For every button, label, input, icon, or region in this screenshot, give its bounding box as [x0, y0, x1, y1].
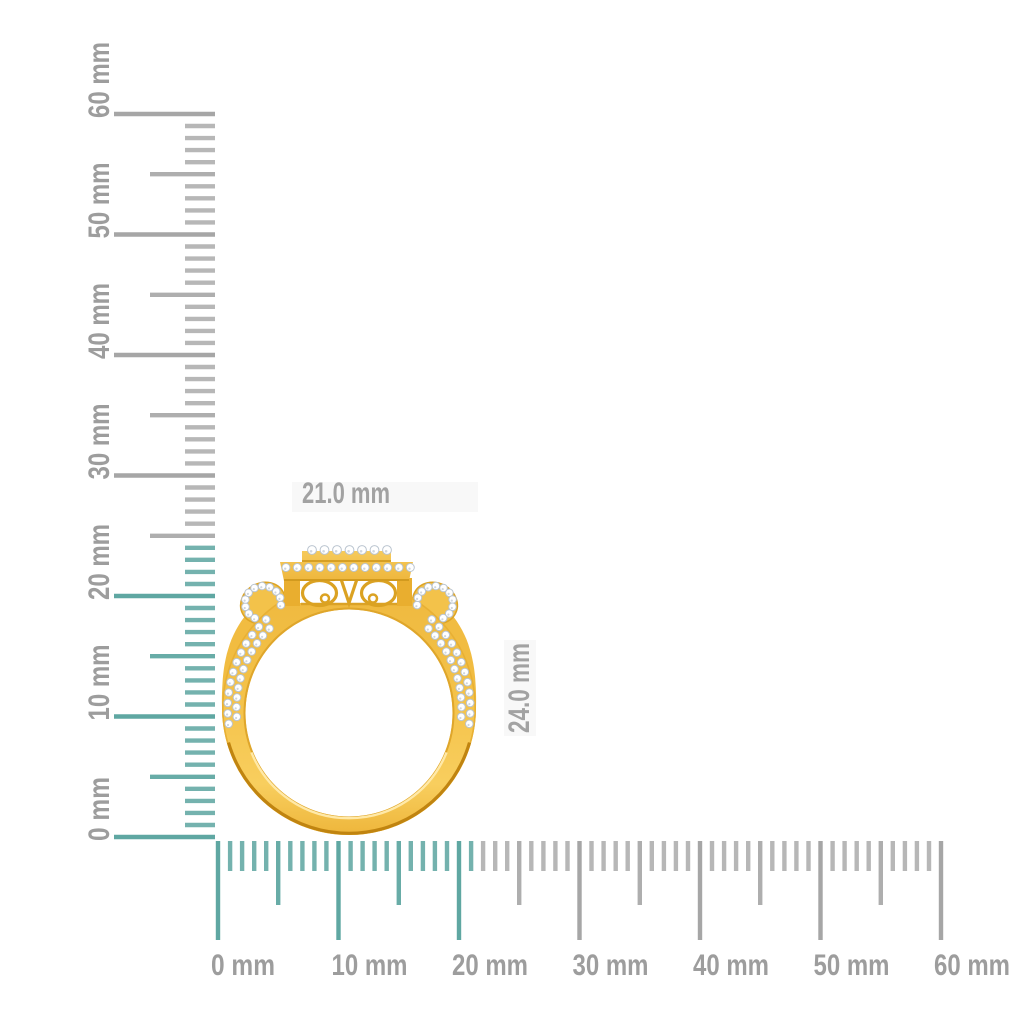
svg-text:30 mm: 30 mm	[573, 949, 649, 982]
svg-text:40 mm: 40 mm	[693, 949, 769, 982]
svg-text:0 mm: 0 mm	[83, 777, 116, 841]
svg-text:10 mm: 10 mm	[332, 949, 408, 982]
svg-text:24.0 mm: 24.0 mm	[503, 643, 536, 733]
svg-text:20 mm: 20 mm	[452, 949, 528, 982]
svg-text:0 mm: 0 mm	[211, 949, 275, 982]
svg-text:50 mm: 50 mm	[83, 163, 116, 239]
svg-text:60 mm: 60 mm	[934, 949, 1010, 982]
svg-text:40 mm: 40 mm	[83, 283, 116, 359]
svg-text:21.0 mm: 21.0 mm	[302, 477, 390, 510]
svg-text:50 mm: 50 mm	[814, 949, 890, 982]
svg-text:10 mm: 10 mm	[83, 645, 116, 721]
svg-text:30 mm: 30 mm	[83, 404, 116, 480]
svg-text:60 mm: 60 mm	[83, 42, 116, 118]
svg-text:20 mm: 20 mm	[83, 524, 116, 600]
